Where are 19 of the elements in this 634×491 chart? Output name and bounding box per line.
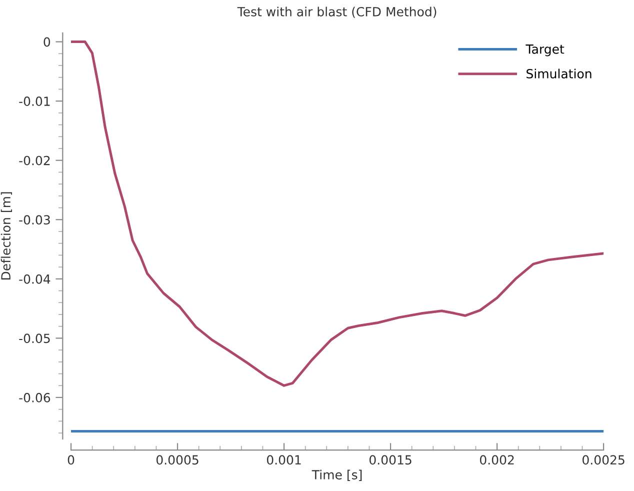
line-series <box>71 40 604 387</box>
y-axis-title: Deflection [m] <box>0 192 12 280</box>
chart-title: Test with air blast (CFD Method) <box>237 6 436 18</box>
x-axis-title: Time [s] <box>312 470 362 481</box>
y-tick-label: -0.05 <box>19 334 50 344</box>
y-tick-label: -0.02 <box>19 156 50 166</box>
y-tick-label: -0.01 <box>19 96 50 106</box>
x-tick-label: 0.002 <box>480 455 514 465</box>
x-tick-label: 0.0015 <box>370 455 412 465</box>
x-tick-label: 0.0005 <box>156 455 198 465</box>
x-tick-label: 0 <box>68 455 74 465</box>
y-tick-label: -0.04 <box>19 274 50 284</box>
x-tick-label: 0.0025 <box>582 455 624 465</box>
y-tick-label: -0.03 <box>19 215 50 225</box>
y-tick-label: -0.06 <box>19 392 50 402</box>
legend-label: Simulation <box>526 68 592 78</box>
x-tick-label: 0.001 <box>266 455 301 465</box>
legend-label: Target <box>526 44 564 56</box>
y-tick-label: 0 <box>44 37 50 47</box>
